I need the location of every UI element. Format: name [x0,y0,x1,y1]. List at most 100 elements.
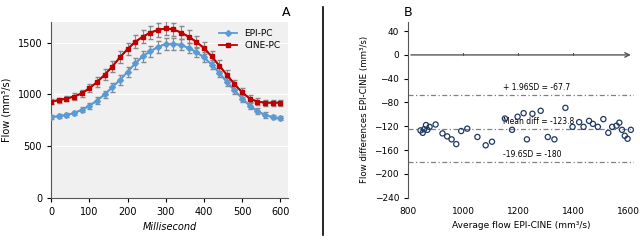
EPI-PC [269,116,276,119]
EPI-PC [162,42,170,45]
CINE-PC [269,101,276,104]
EPI-PC [216,71,223,74]
EPI-PC [131,62,139,65]
CINE-PC [55,99,63,102]
EPI-PC [93,99,101,102]
Point [568,125,578,129]
Point [431,123,441,126]
Point [536,109,546,113]
CINE-PC [78,92,86,95]
CINE-PC [116,56,124,59]
EPI-PC [47,116,55,119]
CINE-PC [147,31,154,34]
CINE-PC [139,35,147,38]
CINE-PC [170,28,177,31]
EPI-PC [177,43,185,46]
Point [617,128,627,132]
Point [447,137,457,141]
Point [623,137,633,141]
CINE-PC [193,40,200,43]
Point [442,134,452,138]
CINE-PC [177,31,185,34]
EPI-PC [124,70,131,73]
CINE-PC [124,48,131,51]
CINE-PC [200,46,208,49]
Point [422,128,433,132]
Point [560,106,570,110]
EPI-PC [154,45,162,48]
Text: A: A [282,6,291,19]
CINE-PC [261,101,269,104]
Point [620,134,630,138]
CINE-PC [93,81,101,83]
Text: -19.6SD = -180: -19.6SD = -180 [503,150,561,159]
Point [584,119,594,123]
CINE-PC [108,65,116,68]
Point [518,111,529,115]
CINE-PC [47,100,55,103]
EPI-PC [238,97,246,100]
X-axis label: Millisecond: Millisecond [143,222,196,232]
CINE-PC [216,64,223,67]
EPI-PC [208,63,216,66]
Point [507,128,517,132]
EPI-PC [139,55,147,58]
EPI-PC [63,114,70,117]
Point [472,135,483,139]
CINE-PC [63,97,70,100]
Text: B: B [404,6,412,19]
Point [603,131,613,135]
Line: EPI-PC: EPI-PC [49,42,282,120]
Point [579,125,589,129]
Line: CINE-PC: CINE-PC [49,26,283,105]
Point [598,117,609,121]
EPI-PC [276,117,284,120]
CINE-PC [131,40,139,43]
Point [614,121,625,125]
EPI-PC [116,79,124,82]
Point [543,135,553,139]
CINE-PC [223,73,230,76]
EPI-PC [170,42,177,45]
CINE-PC [276,101,284,104]
Point [527,112,538,116]
Point [607,125,617,129]
Point [593,125,603,129]
Point [513,115,523,119]
Point [437,131,447,135]
CINE-PC [238,91,246,94]
Legend: EPI-PC, CINE-PC: EPI-PC, CINE-PC [216,27,284,53]
EPI-PC [223,81,230,83]
CINE-PC [230,83,238,86]
EPI-PC [193,51,200,54]
Point [500,117,510,121]
EPI-PC [108,86,116,89]
Text: + 1.96SD = -67.7: + 1.96SD = -67.7 [503,83,570,92]
CINE-PC [185,35,193,38]
Point [481,143,491,147]
X-axis label: Average flow EPI-CINE (mm³/s): Average flow EPI-CINE (mm³/s) [452,221,590,230]
Y-axis label: Flow differences EPI-CINE (mm³/s): Flow differences EPI-CINE (mm³/s) [360,36,369,184]
EPI-PC [200,56,208,59]
Y-axis label: Flow (mm³/s): Flow (mm³/s) [2,78,12,142]
CINE-PC [208,55,216,58]
CINE-PC [86,87,93,90]
CINE-PC [246,97,253,100]
Point [588,122,598,126]
CINE-PC [101,73,109,76]
Point [522,137,532,141]
Point [415,128,426,132]
EPI-PC [70,112,78,115]
EPI-PC [86,104,93,107]
CINE-PC [70,95,78,98]
EPI-PC [101,93,109,96]
Point [417,131,428,135]
Point [574,120,584,124]
EPI-PC [55,115,63,118]
Point [421,123,431,127]
EPI-PC [78,108,86,111]
Point [626,128,636,132]
Point [424,125,435,129]
Point [611,124,621,128]
CINE-PC [162,27,170,30]
